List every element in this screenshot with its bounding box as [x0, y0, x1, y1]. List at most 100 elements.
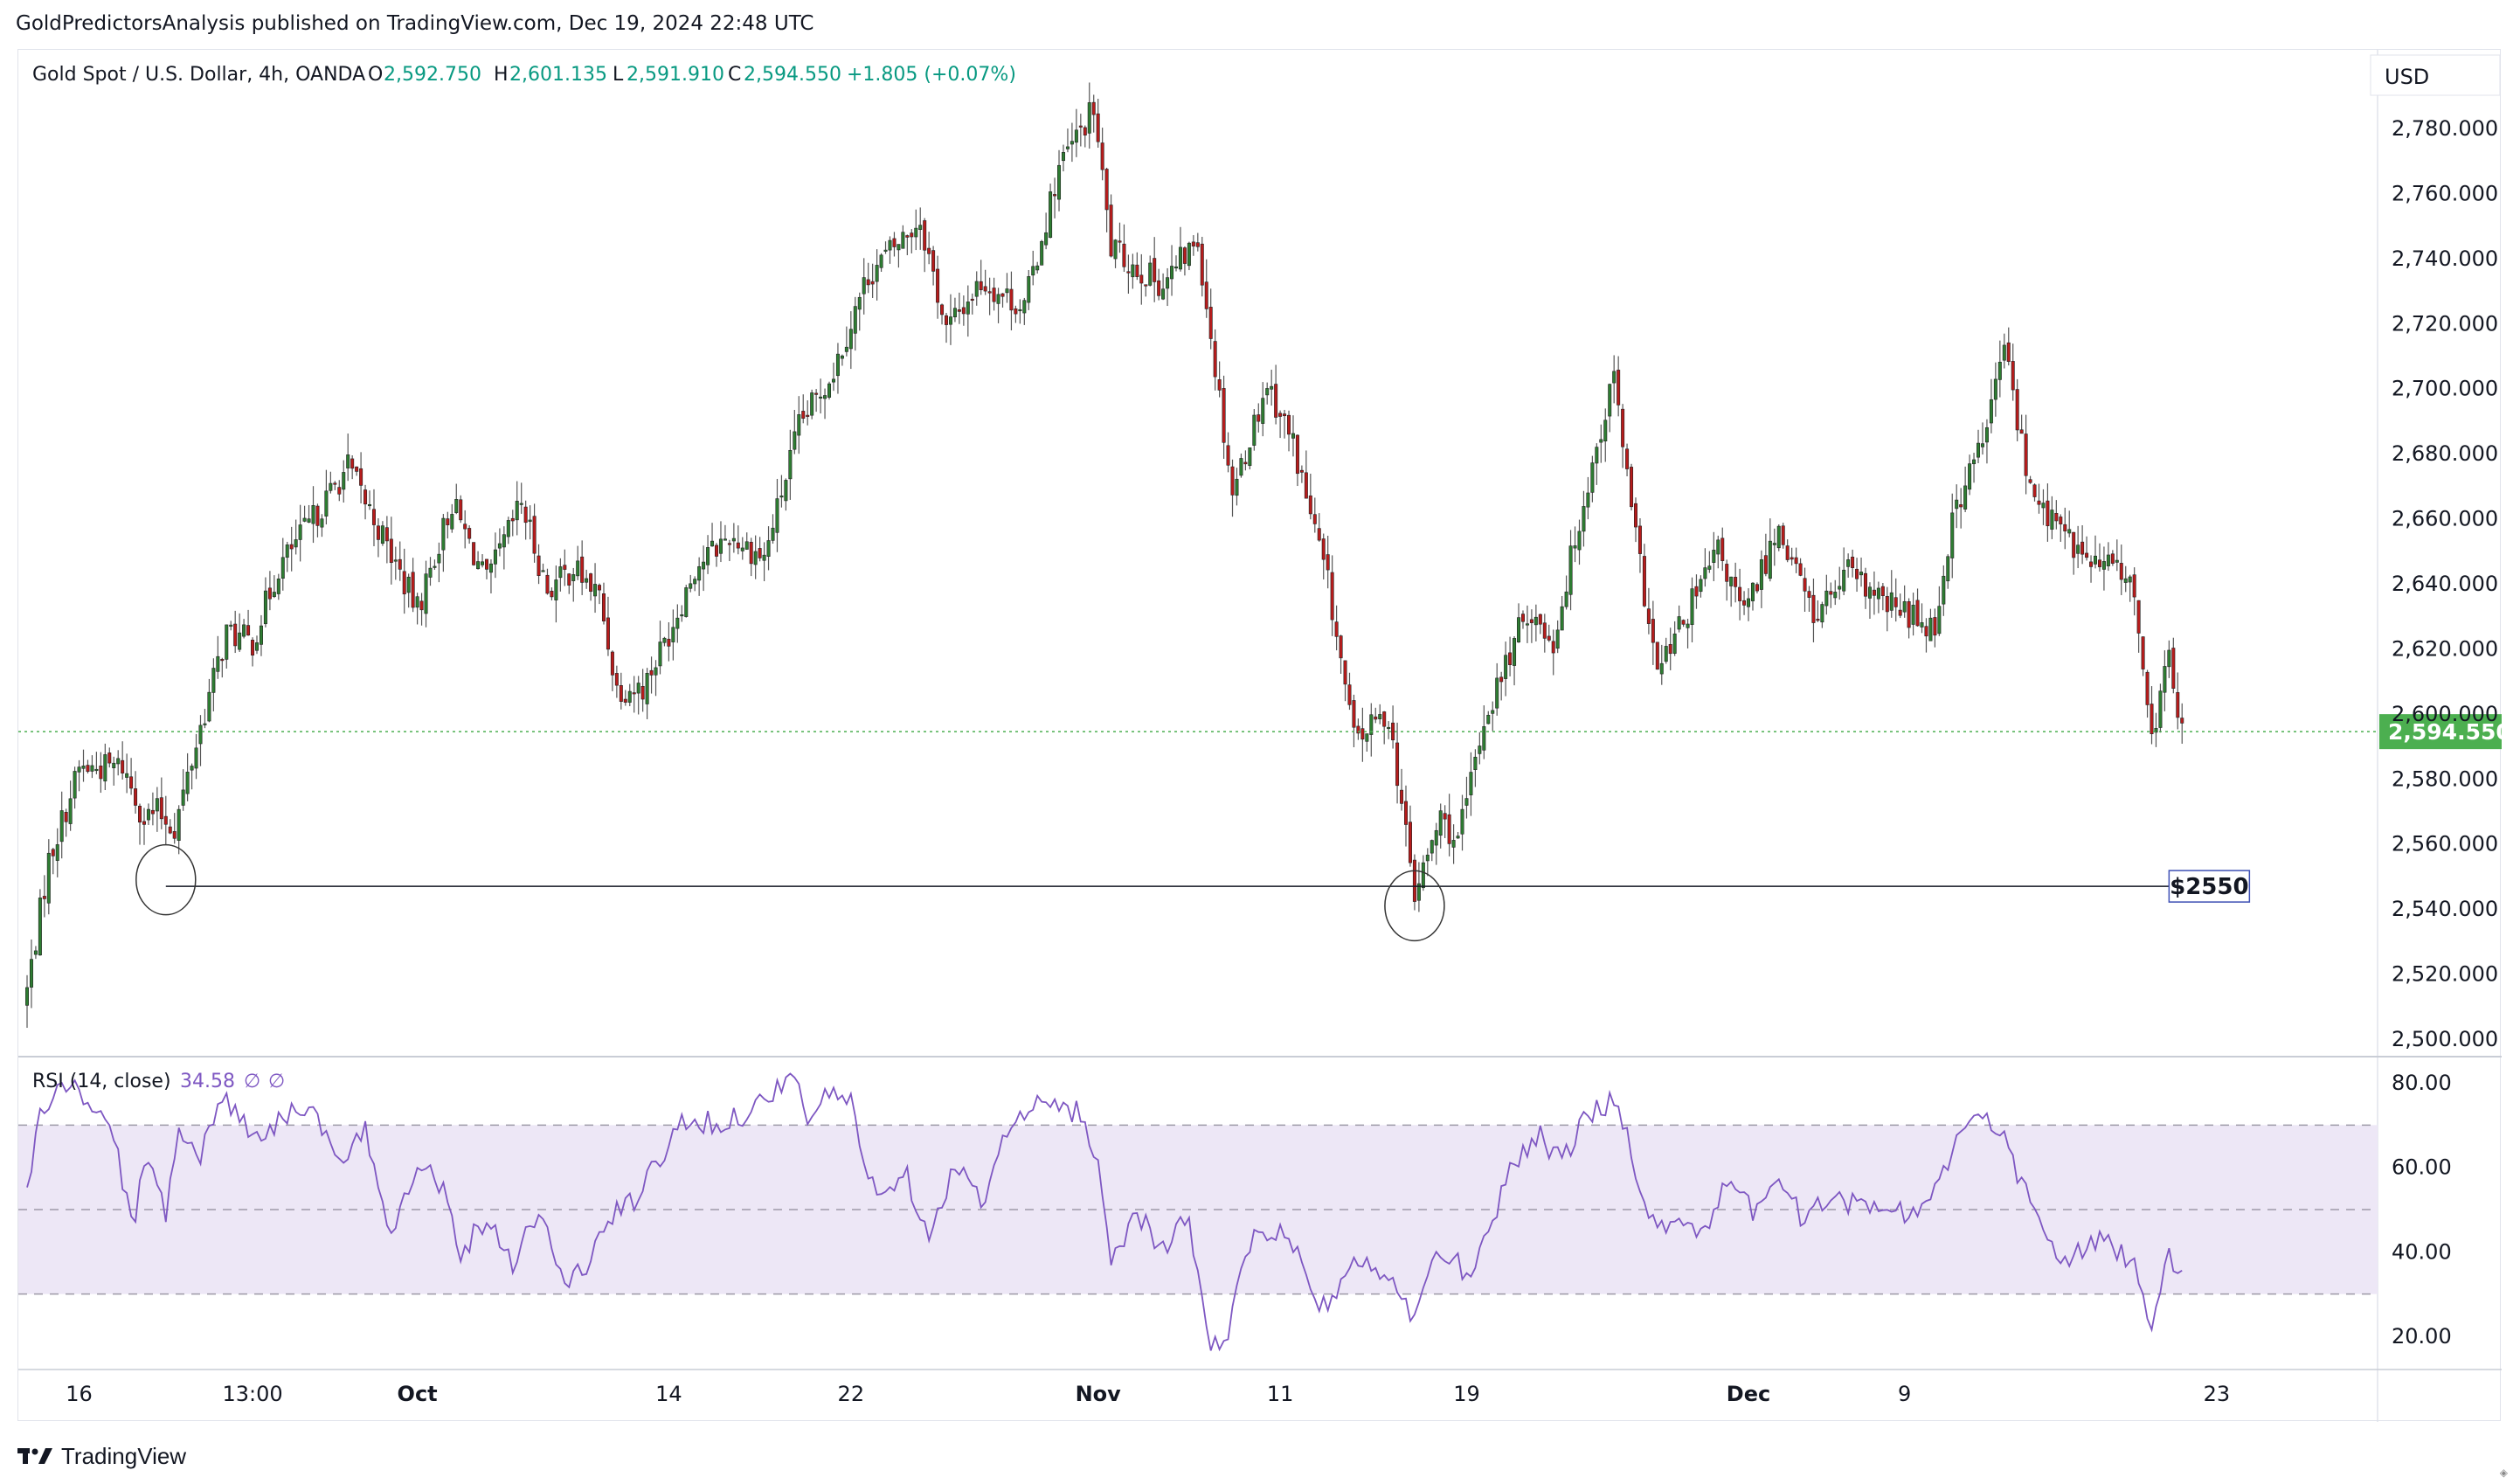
- candle[interactable]: [2158, 683, 2163, 733]
- candle[interactable]: [359, 452, 363, 503]
- candle[interactable]: [1157, 268, 1161, 301]
- candle[interactable]: [749, 537, 753, 577]
- candle[interactable]: [945, 312, 949, 343]
- candle[interactable]: [289, 526, 294, 572]
- candle[interactable]: [1334, 605, 1339, 651]
- candle[interactable]: [1153, 237, 1157, 302]
- candle[interactable]: [718, 521, 723, 563]
- candle[interactable]: [2050, 496, 2054, 539]
- candle[interactable]: [1230, 459, 1235, 517]
- candle[interactable]: [2132, 567, 2136, 616]
- candle[interactable]: [1308, 474, 1312, 520]
- candle[interactable]: [1321, 533, 1326, 580]
- candle[interactable]: [2006, 327, 2011, 366]
- candle[interactable]: [207, 678, 211, 723]
- candle[interactable]: [1747, 588, 1751, 621]
- candle[interactable]: [1365, 733, 1369, 752]
- candle[interactable]: [2067, 510, 2072, 537]
- candle[interactable]: [1217, 361, 1222, 398]
- candle[interactable]: [125, 753, 129, 794]
- candle[interactable]: [2145, 669, 2150, 718]
- candle[interactable]: [1191, 235, 1195, 256]
- rsi-legend-label[interactable]: RSI (14, close): [32, 1071, 171, 1092]
- candle[interactable]: [1630, 463, 1634, 511]
- candle[interactable]: [879, 253, 883, 272]
- candle[interactable]: [1750, 582, 1755, 611]
- candle[interactable]: [1166, 267, 1170, 307]
- candle[interactable]: [840, 354, 844, 366]
- candle[interactable]: [2041, 489, 2046, 525]
- candle[interactable]: [1533, 604, 1538, 641]
- candle[interactable]: [329, 471, 333, 494]
- candle[interactable]: [1239, 453, 1243, 478]
- candle[interactable]: [853, 296, 857, 351]
- candle[interactable]: [242, 619, 246, 639]
- candle[interactable]: [1720, 527, 1725, 572]
- candle[interactable]: [285, 541, 289, 572]
- candle[interactable]: [784, 478, 788, 511]
- candle[interactable]: [987, 277, 992, 316]
- candle[interactable]: [1989, 378, 1993, 433]
- candle[interactable]: [957, 292, 961, 324]
- candle[interactable]: [1261, 382, 1265, 437]
- candle[interactable]: [1851, 549, 1855, 578]
- candle[interactable]: [1807, 586, 1811, 612]
- candle[interactable]: [1295, 434, 1299, 487]
- candle[interactable]: [2176, 672, 2180, 730]
- candle[interactable]: [1642, 544, 1646, 607]
- candle[interactable]: [1049, 184, 1053, 239]
- candle[interactable]: [1915, 588, 1920, 627]
- candle[interactable]: [1924, 618, 1928, 653]
- candle[interactable]: [1651, 600, 1655, 665]
- candle[interactable]: [2141, 636, 2145, 676]
- candle[interactable]: [1690, 577, 1694, 642]
- candle[interactable]: [1820, 601, 1824, 628]
- candle[interactable]: [723, 524, 727, 541]
- candle[interactable]: [280, 537, 285, 591]
- candle[interactable]: [2046, 483, 2050, 542]
- candle[interactable]: [2136, 600, 2141, 653]
- candle[interactable]: [2106, 542, 2110, 572]
- candle[interactable]: [1304, 450, 1308, 499]
- candle[interactable]: [1182, 246, 1187, 276]
- candle[interactable]: [1902, 585, 1907, 618]
- candle[interactable]: [1252, 409, 1257, 451]
- candle[interactable]: [589, 572, 593, 601]
- candle[interactable]: [1734, 562, 1738, 603]
- candle[interactable]: [1456, 831, 1460, 839]
- candle[interactable]: [1542, 614, 1547, 653]
- candle[interactable]: [1447, 794, 1451, 856]
- candle[interactable]: [2019, 414, 2024, 434]
- candle[interactable]: [406, 573, 411, 608]
- candle[interactable]: [1187, 241, 1191, 271]
- candle[interactable]: [1100, 128, 1104, 181]
- candle[interactable]: [177, 805, 181, 855]
- candle[interactable]: [601, 582, 606, 625]
- candle[interactable]: [1712, 531, 1716, 581]
- candle[interactable]: [1686, 618, 1690, 648]
- candle[interactable]: [671, 609, 675, 661]
- candle[interactable]: [1148, 255, 1153, 287]
- candle[interactable]: [294, 519, 298, 555]
- candle[interactable]: [1963, 466, 1968, 512]
- candle[interactable]: [1299, 465, 1304, 483]
- candle[interactable]: [1586, 476, 1590, 520]
- candle[interactable]: [1785, 539, 1790, 563]
- candle[interactable]: [1864, 567, 1868, 609]
- candle[interactable]: [970, 293, 974, 315]
- candle[interactable]: [1950, 493, 1955, 579]
- candle[interactable]: [1408, 805, 1412, 867]
- candle[interactable]: [766, 526, 771, 571]
- candle[interactable]: [2032, 483, 2037, 502]
- candle[interactable]: [762, 542, 766, 582]
- candle[interactable]: [1612, 355, 1617, 404]
- candle[interactable]: [1876, 581, 1880, 614]
- candle[interactable]: [380, 521, 384, 546]
- candle[interactable]: [1547, 624, 1551, 642]
- candle[interactable]: [667, 622, 671, 662]
- candle[interactable]: [1035, 261, 1040, 274]
- candle[interactable]: [558, 558, 563, 592]
- candle[interactable]: [1061, 144, 1065, 172]
- candle[interactable]: [1009, 271, 1014, 331]
- candle[interactable]: [2150, 686, 2154, 745]
